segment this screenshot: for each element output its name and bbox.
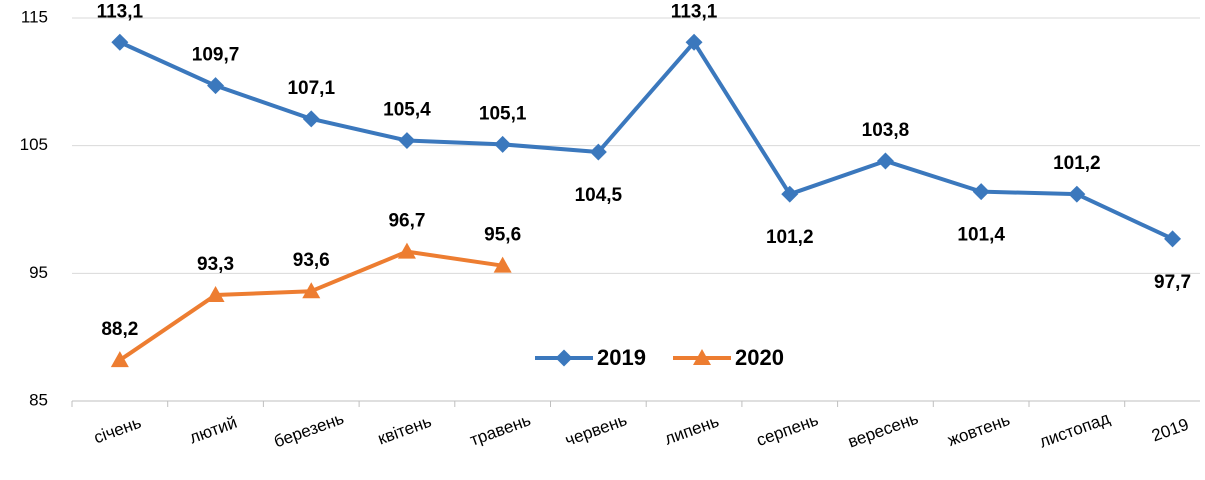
marker xyxy=(493,256,512,273)
marker xyxy=(494,135,512,153)
legend-label: 2020 xyxy=(735,345,784,370)
marker xyxy=(206,286,225,303)
value-label: 101,2 xyxy=(1053,153,1101,174)
x-tick-label: березень xyxy=(271,409,346,452)
series-line xyxy=(119,40,1174,241)
value-label: 104,5 xyxy=(575,185,623,206)
x-tick-label: серпень xyxy=(754,410,821,450)
value-label: 96,7 xyxy=(388,211,425,232)
value-label: 101,2 xyxy=(766,227,814,248)
value-label: 113,1 xyxy=(97,1,144,22)
value-label: 113,1 xyxy=(671,1,718,22)
value-label: 93,3 xyxy=(197,254,234,275)
value-label: 93,6 xyxy=(293,250,330,271)
x-tick-label: листопад xyxy=(1037,409,1113,452)
x-tick-label: вересень xyxy=(845,409,921,452)
marker xyxy=(302,282,321,299)
marker xyxy=(972,183,990,201)
value-label: 97,7 xyxy=(1154,272,1191,293)
marker xyxy=(685,33,703,51)
y-tick-label: 95 xyxy=(29,263,48,282)
marker xyxy=(397,242,416,259)
y-tick-label: 85 xyxy=(29,390,48,409)
value-label: 107,1 xyxy=(287,78,335,99)
x-tick-label: лютий xyxy=(187,413,240,448)
marker xyxy=(302,110,320,128)
value-label: 101,4 xyxy=(957,225,1005,246)
value-label: 95,6 xyxy=(484,225,521,246)
marker xyxy=(693,349,711,365)
marker xyxy=(876,152,894,170)
marker xyxy=(1164,230,1182,248)
value-label: 105,1 xyxy=(479,103,527,124)
y-tick-label: 105 xyxy=(20,135,48,154)
x-tick-label: червень xyxy=(563,410,630,450)
x-tick-label: квітень xyxy=(375,412,434,449)
x-tick-label: 2019 xyxy=(1149,415,1191,446)
x-tick-label: травень xyxy=(467,410,533,450)
marker xyxy=(207,77,225,95)
x-tick-label: липень xyxy=(662,411,722,448)
y-tick-label: 115 xyxy=(21,7,48,26)
marker xyxy=(781,185,799,203)
marker xyxy=(1068,185,1086,203)
value-label: 88,2 xyxy=(101,319,138,340)
value-label: 103,8 xyxy=(862,120,910,141)
value-label: 109,7 xyxy=(192,45,240,66)
marker xyxy=(589,143,607,161)
x-tick-label: жовтень xyxy=(945,410,1013,450)
marker xyxy=(111,33,129,51)
marker xyxy=(555,349,573,367)
legend-label: 2019 xyxy=(597,345,646,370)
marker xyxy=(110,351,129,368)
value-label: 105,4 xyxy=(383,100,431,121)
x-tick-label: січень xyxy=(91,413,144,448)
marker xyxy=(398,132,416,150)
